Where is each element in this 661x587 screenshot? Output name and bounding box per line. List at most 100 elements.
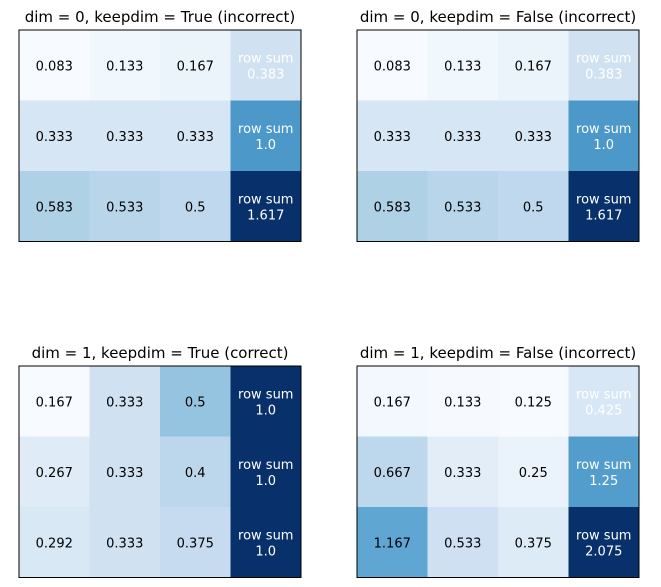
cell-value-label: 0.333 <box>106 466 143 481</box>
heatmap-panel-4: dim = 1, keepdim = False (incorrect) 0.1… <box>356 344 640 578</box>
heatmap-cell <box>19 507 90 578</box>
row-sum-cell <box>568 507 640 578</box>
heatmap-cell <box>89 507 161 578</box>
row-sum-value: 1.617 <box>247 208 284 223</box>
heatmap-cell <box>427 100 499 172</box>
heatmap-cell <box>427 366 499 437</box>
heatmap-cell <box>427 171 499 242</box>
heatmap-cell <box>19 100 90 172</box>
row-sum-cell <box>568 30 640 101</box>
cell-value-label: 0.133 <box>106 59 143 74</box>
row-sum-label: row sum <box>238 122 293 137</box>
row-sum-label: row sum <box>238 387 293 402</box>
heatmap-cell <box>160 100 231 172</box>
cell-value-label: 0.267 <box>36 466 73 481</box>
heatmap-cell <box>89 436 161 508</box>
heatmap-cell <box>427 507 499 578</box>
heatmap-cell <box>89 366 161 437</box>
heatmap-cell <box>19 436 90 508</box>
row-sum-value: 1.0 <box>255 544 276 559</box>
heatmap-panel-1: dim = 0, keepdim = True (incorrect) 0.08… <box>18 8 302 242</box>
row-sum-value: 0.425 <box>585 403 622 418</box>
row-sum-value: 1.0 <box>593 138 614 153</box>
heatmap-cell <box>160 366 231 437</box>
cell-value-label: 1.167 <box>374 536 411 551</box>
heatmap-cell <box>357 171 428 242</box>
cell-value-label: 0.333 <box>177 130 214 145</box>
heatmap-cell <box>19 366 90 437</box>
heatmap-panel-2: dim = 0, keepdim = False (incorrect) 0.0… <box>356 8 640 242</box>
row-sum-value: 1.0 <box>255 474 276 489</box>
cell-value-label: 0.533 <box>444 536 481 551</box>
heatmap-cell <box>160 30 231 101</box>
panel-title-3: dim = 1, keepdim = True (correct) <box>32 344 289 362</box>
row-sum-label: row sum <box>576 122 631 137</box>
cell-value-label: 0.333 <box>106 395 143 410</box>
heatmap-cell <box>357 436 428 508</box>
heatmap-cell <box>498 366 569 437</box>
row-sum-label: row sum <box>576 51 631 66</box>
row-sum-label: row sum <box>238 458 293 473</box>
row-sum-label: row sum <box>238 192 293 207</box>
heatmap-cell <box>160 436 231 508</box>
row-sum-label: row sum <box>238 51 293 66</box>
cell-value-label: 0.333 <box>106 130 143 145</box>
cell-value-label: 0.167 <box>515 59 552 74</box>
cell-value-label: 0.375 <box>177 536 214 551</box>
row-sum-cell <box>568 100 640 172</box>
row-sum-label: row sum <box>576 528 631 543</box>
heatmap-cell <box>357 30 428 101</box>
row-sum-cell <box>568 436 640 508</box>
cell-value-label: 0.333 <box>444 130 481 145</box>
cell-value-label: 0.083 <box>374 59 411 74</box>
heatmap-cell <box>89 100 161 172</box>
heatmap-cell <box>427 30 499 101</box>
row-sum-value: 0.383 <box>247 67 284 82</box>
panel-title-4: dim = 1, keepdim = False (incorrect) <box>360 344 636 362</box>
cell-value-label: 0.5 <box>523 200 544 215</box>
heatmap-cell <box>89 30 161 101</box>
cell-value-label: 0.333 <box>515 130 552 145</box>
row-sum-cell <box>230 30 302 101</box>
cell-value-label: 0.583 <box>36 200 73 215</box>
heatmap-cell <box>498 100 569 172</box>
cell-value-label: 0.133 <box>444 395 481 410</box>
row-sum-value: 1.617 <box>585 208 622 223</box>
heatmap-panel-3: dim = 1, keepdim = True (correct) 0.167 0… <box>18 344 302 578</box>
row-sum-value: 1.0 <box>255 403 276 418</box>
cell-value-label: 0.167 <box>374 395 411 410</box>
cell-value-label: 0.133 <box>444 59 481 74</box>
cell-value-label: 0.4 <box>185 466 206 481</box>
cell-value-label: 0.583 <box>374 200 411 215</box>
cell-value-label: 0.083 <box>36 59 73 74</box>
heatmap-cell <box>498 171 569 242</box>
cell-value-label: 0.333 <box>444 466 481 481</box>
cell-value-label: 0.5 <box>185 395 206 410</box>
heatmap-cell <box>160 507 231 578</box>
cell-value-label: 0.167 <box>36 395 73 410</box>
row-sum-label: row sum <box>576 458 631 473</box>
cell-value-label: 0.667 <box>374 466 411 481</box>
cell-value-label: 0.333 <box>374 130 411 145</box>
heatmap-cell <box>19 171 90 242</box>
row-sum-value: 0.383 <box>585 67 622 82</box>
row-sum-label: row sum <box>576 387 631 402</box>
cell-value-label: 0.533 <box>444 200 481 215</box>
cell-value-label: 0.333 <box>36 130 73 145</box>
cell-value-label: 0.125 <box>515 395 552 410</box>
cell-value-label: 0.292 <box>36 536 73 551</box>
cell-value-label: 0.5 <box>185 200 206 215</box>
row-sum-value: 1.25 <box>589 474 618 489</box>
cell-value-label: 0.25 <box>519 466 548 481</box>
heatmap-cell <box>19 30 90 101</box>
cell-value-label: 0.167 <box>177 59 214 74</box>
row-sum-label: row sum <box>238 528 293 543</box>
panel-title-2: dim = 0, keepdim = False (incorrect) <box>360 8 636 26</box>
heatmap-cell <box>357 507 428 578</box>
heatmap-cell <box>498 436 569 508</box>
row-sum-cell <box>568 366 640 437</box>
